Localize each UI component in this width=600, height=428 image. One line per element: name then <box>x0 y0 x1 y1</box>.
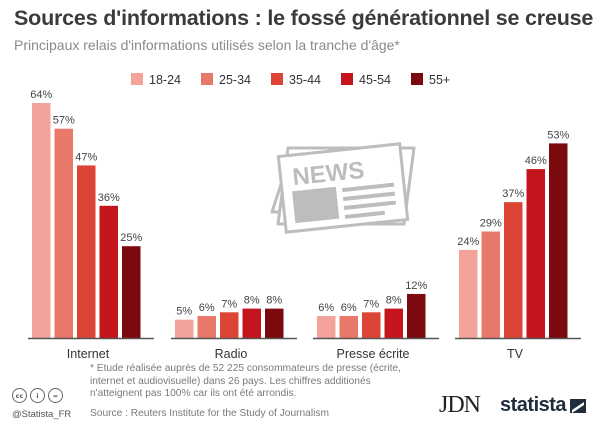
bar <box>504 202 523 338</box>
bar <box>77 165 96 338</box>
bar <box>407 293 426 338</box>
value-labels: 64%57%47%36%25%5% 6% 7% 8% 8%6% 6% 7% 8%12%24%2… <box>30 89 569 318</box>
equals-icon: = <box>48 388 63 403</box>
legend-swatch <box>341 73 353 85</box>
bar <box>175 319 194 338</box>
legend-swatch <box>131 73 143 85</box>
data-label: 8% <box>266 295 282 307</box>
legend-swatch <box>411 73 423 85</box>
data-label: 7% <box>221 298 237 310</box>
data-label: 8% <box>244 295 260 307</box>
bar <box>99 205 118 338</box>
legend-label: 18-24 <box>149 73 181 87</box>
jdn-logo: JDN <box>439 392 481 418</box>
data-label: 6% <box>341 302 357 314</box>
footnote: * Etude réalisée auprès de 52 225 consom… <box>90 363 401 399</box>
data-label: 57% <box>53 115 75 127</box>
by-icon: i <box>30 388 45 403</box>
category-label: Presse écrite <box>337 347 410 361</box>
data-label: 37% <box>502 188 524 200</box>
legend-label: 35-44 <box>289 73 321 87</box>
source: Source : Reuters Institute for the Study… <box>90 408 329 419</box>
category-label: TV <box>507 347 524 361</box>
data-label: 5% <box>176 306 192 318</box>
statista-logo: statista <box>500 394 567 416</box>
chart-title: Sources d'informations : le fossé généra… <box>14 6 594 30</box>
legend-label: 55+ <box>429 73 450 87</box>
bar <box>265 308 284 338</box>
data-label: 29% <box>480 218 502 230</box>
data-label: 7% <box>363 298 379 310</box>
twitter-handle: @Statista_FR <box>12 409 72 420</box>
legend: 18-24 25-34 35-44 45-54 55+ <box>131 73 450 87</box>
legend-label: 25-34 <box>219 73 251 87</box>
data-label: 24% <box>457 236 479 248</box>
bar <box>32 103 51 338</box>
data-label: 6% <box>199 302 215 314</box>
bar <box>362 312 381 338</box>
chart-subtitle: Principaux relais d'informations utilisé… <box>14 37 400 53</box>
data-label: 36% <box>98 192 120 204</box>
data-label: 25% <box>120 232 142 244</box>
bar <box>459 249 478 338</box>
statista-logo-icon <box>570 399 586 413</box>
bar <box>526 169 545 338</box>
license-badges: cc i = <box>12 388 63 403</box>
bar <box>549 143 568 338</box>
bar <box>54 128 73 338</box>
bar <box>384 308 403 338</box>
data-label: 64% <box>30 89 52 101</box>
data-label: 12% <box>405 280 427 292</box>
bar <box>242 308 261 338</box>
bar <box>197 315 216 338</box>
bar <box>481 231 500 338</box>
category-label: Radio <box>215 347 248 361</box>
legend-swatch <box>271 73 283 85</box>
bar <box>122 246 141 338</box>
newspaper-icon: NEWS <box>270 142 416 234</box>
data-label: 53% <box>547 129 569 141</box>
bar <box>220 312 239 338</box>
bar <box>339 315 358 338</box>
legend-swatch <box>201 73 213 85</box>
category-label: Internet <box>67 347 110 361</box>
bars <box>32 103 568 338</box>
data-label: 8% <box>386 295 402 307</box>
data-label: 47% <box>75 151 97 163</box>
bar <box>317 315 336 338</box>
category-labels: Internet Radio Presse écrite TV <box>67 347 524 361</box>
data-label: 6% <box>318 302 334 314</box>
cc-icon: cc <box>12 388 27 403</box>
data-label: 46% <box>525 155 547 167</box>
legend-label: 45-54 <box>359 73 391 87</box>
